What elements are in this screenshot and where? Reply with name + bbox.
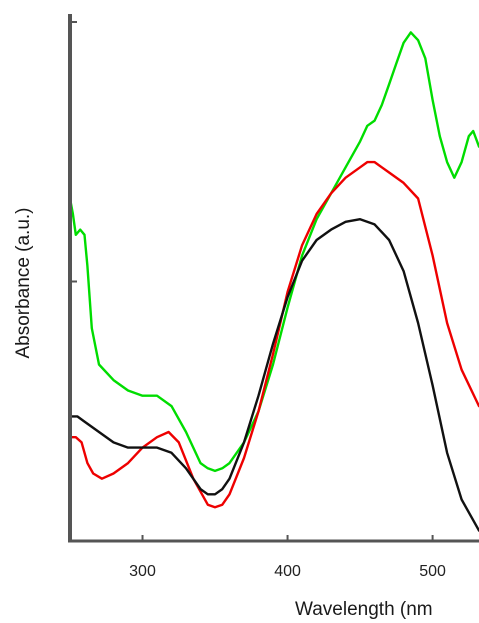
- x-tick-label-400: 400: [274, 563, 301, 580]
- x-tick-label-300: 300: [129, 563, 156, 580]
- x-axis-title: Wavelength (nm: [295, 599, 433, 620]
- series-line-1: [68, 31, 479, 473]
- series-line-3: [68, 217, 479, 532]
- plot-area: [68, 31, 479, 532]
- x-tick-label-500: 500: [419, 563, 446, 580]
- series-line-2: [68, 160, 479, 509]
- y-axis-title: Absorbance (a.u.): [13, 207, 34, 358]
- axes: 300 400 500: [68, 14, 479, 580]
